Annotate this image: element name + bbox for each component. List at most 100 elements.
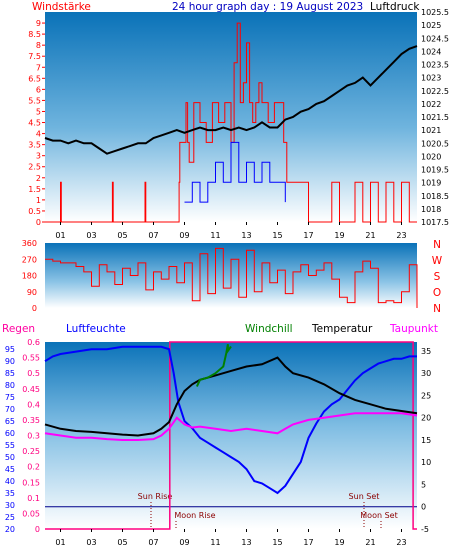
sun-moon-label: Moon Set [360,511,397,520]
direction-tick-label: 270 [22,255,37,264]
pressure-tick-label: 1021.5 [421,113,449,122]
hour-tick-label: 07 [148,538,158,547]
hour-tick-label: 05 [117,538,127,547]
label-windchill: Windchill [245,323,293,335]
windchill-series-line [195,344,232,387]
hour-tick-label: 13 [241,231,251,240]
wind-tick-label: 2 [36,174,41,183]
wind-y-axis: 0 0.5 1 1.5 2 2.5 3 3.5 4 4.5 5 5.5 6 6.5 7 7.5 8 8.5 9 [28,19,45,227]
sun-moon-label: Sun Rise [138,492,173,501]
wind-tick-label: 5.5 [28,96,41,105]
sun-moon-annotations: Sun Rise Sun Set Moon Rise Moon Set [138,492,398,529]
wind-pressure-series [44,22,418,223]
pressure-tick-label: 1019 [421,179,441,188]
compass-label: S [434,271,441,283]
compass-label: O [433,287,441,299]
pressure-tick-label: 1025.5 [421,8,449,17]
label-rain: Regen [2,323,35,335]
rain-tick-label: 0.45 [22,385,40,394]
temperature-tick-label: 20 [421,414,431,423]
rain-tick-label: 0.35 [22,416,40,425]
hour-tick-label: 03 [86,231,96,240]
humidity-tick-label: 20 [5,525,15,534]
temperature-tick-label: 15 [421,436,431,445]
direction-tick-label: 90 [27,288,37,297]
humidity-tick-label: 40 [5,477,15,486]
temperature-tick-label: 25 [421,391,431,400]
wind-tick-label: 0 [36,218,41,227]
rain-tick-label: 0.2 [27,463,40,472]
wind-series-line [45,22,417,223]
pressure-tick-label: 1022.5 [421,87,449,96]
wind-direction-line [45,247,418,308]
sun-moon-label: Sun Set [349,492,380,501]
compass-label: N [433,239,441,251]
humidity-y-axis: 20 25 30 35 40 45 50 55 60 65 70 75 80 85 90 95 [5,345,15,534]
wind-tick-label: 1 [36,196,41,205]
wind-tick-label: 5 [36,107,41,116]
humidity-tick-label: 55 [5,441,15,450]
humidity-tick-label: 30 [5,501,15,510]
hour-tick-label: 19 [334,538,344,547]
humidity-tick-label: 45 [5,465,15,474]
rain-y-axis: 0 0.05 0.1 0.15 0.2 0.25 0.3 0.35 0.4 0.45 0.5 0.55… [22,338,40,534]
rain-tick-label: 0.5 [27,369,40,378]
pressure-tick-label: 1024 [421,47,441,56]
humidity-tick-label: 60 [5,429,15,438]
hour-tick-label: 21 [365,231,375,240]
humidity-tick-label: 75 [5,393,15,402]
label-temperature: Temperatur [311,323,373,335]
humidity-tick-label: 90 [5,357,15,366]
pressure-tick-label: 1018 [421,205,441,214]
wind-tick-label: 4 [36,130,41,139]
wind-axis-title: Windstärke [32,1,91,13]
wind-tick-label: 2.5 [28,163,41,172]
humidity-series-line [44,345,417,495]
rain-tick-label: 0.3 [27,432,40,441]
label-humidity: Luftfeuchte [66,323,126,335]
hour-tick-label: 11 [210,538,220,547]
wind-tick-label: 6 [36,85,41,94]
pressure-tick-label: 1025 [421,21,441,30]
humidity-tick-label: 95 [5,345,15,354]
pressure-tick-label: 1020 [421,152,441,161]
temperature-tick-label: 5 [421,480,426,489]
hour-tick-label: 01 [55,231,65,240]
pressure-axis-title: Luftdruck [370,1,420,13]
hour-tick-label: 15 [272,231,282,240]
rain-tick-label: 0.1 [27,494,40,503]
wind-tick-label: 1.5 [28,185,41,194]
pressure-tick-label: 1024.5 [421,34,449,43]
hour-tick-label: 01 [55,538,65,547]
pressure-tick-label: 1019.5 [421,166,449,175]
rain-tick-label: 0.4 [27,400,40,409]
temperature-tick-label: 30 [421,369,431,378]
wind-tick-label: 8 [36,41,41,50]
humidity-tick-label: 85 [5,369,15,378]
wind-direction-series [45,247,418,308]
hour-tick-label: 15 [272,538,282,547]
pressure-tick-label: 1020.5 [421,139,449,148]
temperature-tick-label: 35 [421,347,431,356]
rain-tick-label: 0.25 [22,447,40,456]
hour-tick-label: 19 [334,231,344,240]
humidity-temperature-x-axis: 01 03 05 07 09 11 13 15 17 19 21 23 [55,529,407,547]
humidity-tick-label: 65 [5,417,15,426]
sun-moon-label: Moon Rise [174,511,215,520]
wind-tick-label: 7.5 [28,52,41,61]
wind-tick-label: 0.5 [28,207,41,216]
wind-tick-label: 9 [36,19,41,28]
hour-tick-label: 11 [210,231,220,240]
graph-date-title: 24 hour graph day : 19 August 2023 [172,1,363,13]
pressure-series-line [44,45,418,155]
humidity-tick-label: 25 [5,513,15,522]
pressure-tick-label: 1023 [421,74,441,83]
temperature-tick-label: 10 [421,458,431,467]
hour-tick-label: 17 [303,538,313,547]
direction-tick-label: 180 [22,272,37,281]
wind-tick-label: 7 [36,63,41,72]
pressure-tick-label: 1021 [421,126,441,135]
wind-pressure-x-axis: 01 03 05 07 09 11 13 15 17 19 21 23 [55,222,407,240]
